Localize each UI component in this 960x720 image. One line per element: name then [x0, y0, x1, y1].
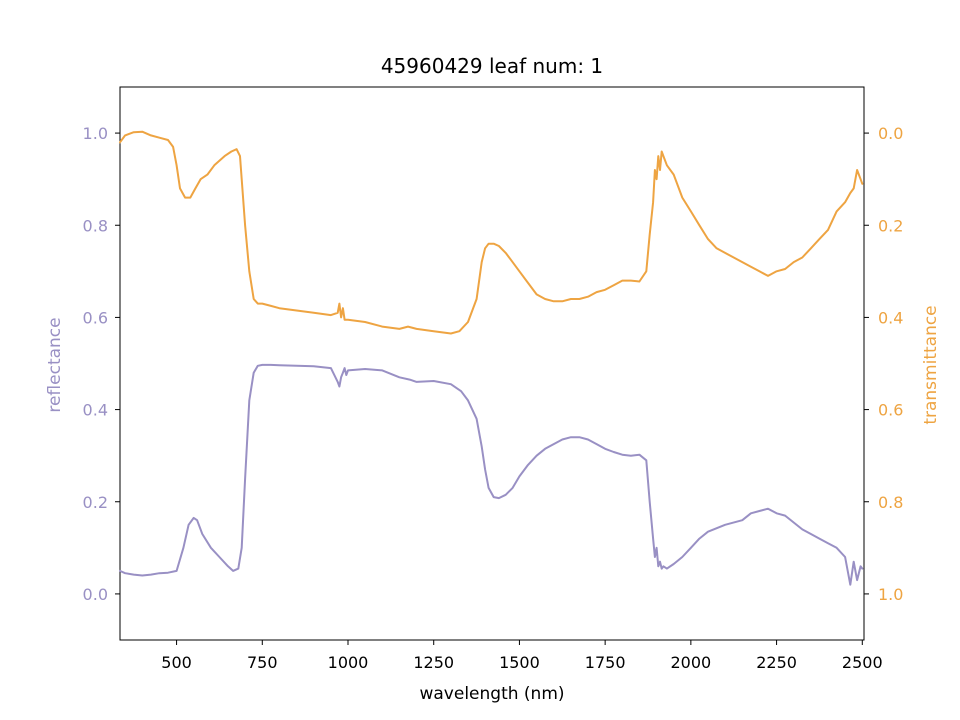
- x-tick-label: 1500: [499, 653, 540, 672]
- left-tick-label: 0.8: [83, 216, 108, 235]
- right-tick-label: 0.4: [878, 308, 903, 327]
- x-tick-label: 2250: [756, 653, 797, 672]
- right-tick-label: 0.8: [878, 493, 903, 512]
- left-axis-label: reflectance: [45, 317, 65, 412]
- series-line-reflectance: [119, 363, 864, 586]
- series-layer: [119, 130, 864, 586]
- right-y-axis: 0.0 0.2 0.4 0.6 0.8 1.0: [864, 124, 903, 604]
- x-axis: 500 750 1000 1250 1500 1750 2000 2250 2500: [161, 640, 883, 672]
- right-tick-label: 1.0: [878, 585, 903, 604]
- left-tick-label: 1.0: [83, 124, 108, 143]
- x-tick-label: 750: [247, 653, 278, 672]
- left-tick-label: 0.6: [83, 308, 108, 327]
- left-tick-label: 0.0: [83, 585, 108, 604]
- x-tick-label: 2000: [670, 653, 711, 672]
- x-tick-label: 1750: [585, 653, 626, 672]
- left-y-axis: 0.0 0.2 0.4 0.6 0.8 1.0: [83, 124, 120, 604]
- x-axis-label: wavelength (nm): [419, 684, 564, 704]
- left-tick-label: 0.4: [83, 401, 108, 420]
- chart-title: 45960429 leaf num: 1: [381, 54, 603, 78]
- x-tick-label: 1000: [328, 653, 369, 672]
- right-tick-label: 0.0: [878, 124, 903, 143]
- x-tick-label: 500: [161, 653, 192, 672]
- plot-area-frame: [119, 86, 865, 641]
- left-tick-label: 0.2: [83, 493, 108, 512]
- x-tick-label: 1250: [413, 653, 454, 672]
- right-tick-label: 0.2: [878, 216, 903, 235]
- right-tick-label: 0.6: [878, 401, 903, 420]
- series-line-transmittance: [119, 130, 864, 335]
- x-tick-label: 2500: [842, 653, 883, 672]
- right-axis-label: transmittance: [921, 305, 941, 424]
